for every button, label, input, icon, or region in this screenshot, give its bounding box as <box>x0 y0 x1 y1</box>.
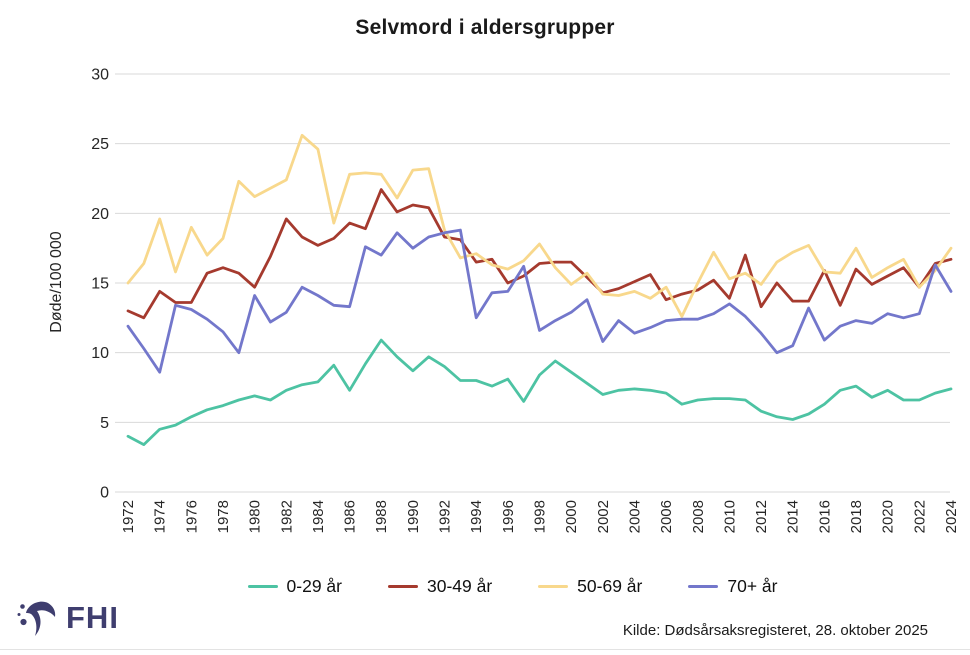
x-tick-label-2016: 2016 <box>816 500 833 533</box>
x-tick-label-2008: 2008 <box>690 500 707 533</box>
legend-label: 30-49 år <box>426 576 493 596</box>
x-tick-label-2012: 2012 <box>753 500 770 533</box>
x-tick-label-1976: 1976 <box>183 500 200 533</box>
fhi-logo-text: FHI <box>66 600 119 635</box>
y-tick-label-0: 0 <box>100 485 109 502</box>
fhi-logo-mark <box>17 601 56 636</box>
legend-swatch <box>247 584 278 589</box>
x-tick-label-1972: 1972 <box>120 500 137 533</box>
line-chart-plot-area: 0 5 10 15 20 25 30 1972 1974 1976 1978 1980 1982 1984… <box>91 67 960 534</box>
legend-item-70+-år[interactable]: 70+ år <box>688 576 777 597</box>
x-tick-label-1986: 1986 <box>342 500 359 533</box>
legend-label: 0-29 år <box>286 576 342 596</box>
source-attribution: Kilde: Dødsårsaksregisteret, 28. oktober… <box>622 622 928 639</box>
legend-item-0-29-år[interactable]: 0-29 år <box>247 576 342 597</box>
x-tick-label-2006: 2006 <box>658 500 675 533</box>
y-tick-label-20: 20 <box>91 206 109 223</box>
bottom-divider <box>0 649 970 650</box>
legend-label: 70+ år <box>727 576 778 596</box>
series-line-70+-år <box>126 228 953 374</box>
y-tick-label-25: 25 <box>91 136 109 153</box>
legend-swatch <box>387 584 418 589</box>
x-tick-label-1992: 1992 <box>437 500 454 533</box>
x-tick-label-2018: 2018 <box>848 500 865 533</box>
x-tick-label-2010: 2010 <box>721 500 738 533</box>
x-tick-label-1996: 1996 <box>500 500 517 533</box>
x-tick-label-2004: 2004 <box>626 500 643 533</box>
series-line-50-69-år <box>126 133 953 318</box>
legend-item-30-49-år[interactable]: 30-49 år <box>387 576 493 597</box>
x-tick-label-2014: 2014 <box>785 500 802 533</box>
x-tick-label-2020: 2020 <box>880 500 897 533</box>
y-tick-label-10: 10 <box>91 345 109 362</box>
y-axis-title: Døde/100 000 <box>48 231 65 333</box>
legend-item-50-69-år[interactable]: 50-69 år <box>538 576 642 597</box>
series-line-0-29-år <box>126 338 953 447</box>
x-tick-label-1998: 1998 <box>532 500 549 533</box>
x-tick-label-1988: 1988 <box>373 500 390 533</box>
x-tick-label-1990: 1990 <box>405 500 422 533</box>
chart-legend: 0-29 år 30-49 år 50-69 år 70+ år <box>0 576 970 597</box>
x-tick-label-1994: 1994 <box>468 500 485 533</box>
chart-title: Selvmord i aldersgrupper <box>355 16 615 39</box>
legend-swatch <box>688 584 719 589</box>
x-tick-label-2002: 2002 <box>595 500 612 533</box>
series-line-30-49-år <box>126 188 953 320</box>
legend-swatch <box>538 584 569 589</box>
fhi-logo: FHI <box>14 597 119 639</box>
x-tick-label-2000: 2000 <box>563 500 580 533</box>
x-tick-label-1982: 1982 <box>278 500 295 533</box>
x-tick-label-1974: 1974 <box>152 500 169 533</box>
x-tick-label-1978: 1978 <box>215 500 232 533</box>
y-tick-label-30: 30 <box>91 67 109 84</box>
x-tick-label-2024: 2024 <box>943 500 960 533</box>
x-tick-label-2022: 2022 <box>911 500 928 533</box>
legend-label: 50-69 år <box>577 576 643 596</box>
y-tick-label-5: 5 <box>100 415 109 432</box>
x-tick-label-1980: 1980 <box>247 500 264 533</box>
y-tick-label-15: 15 <box>91 276 109 293</box>
x-tick-label-1984: 1984 <box>310 500 327 533</box>
